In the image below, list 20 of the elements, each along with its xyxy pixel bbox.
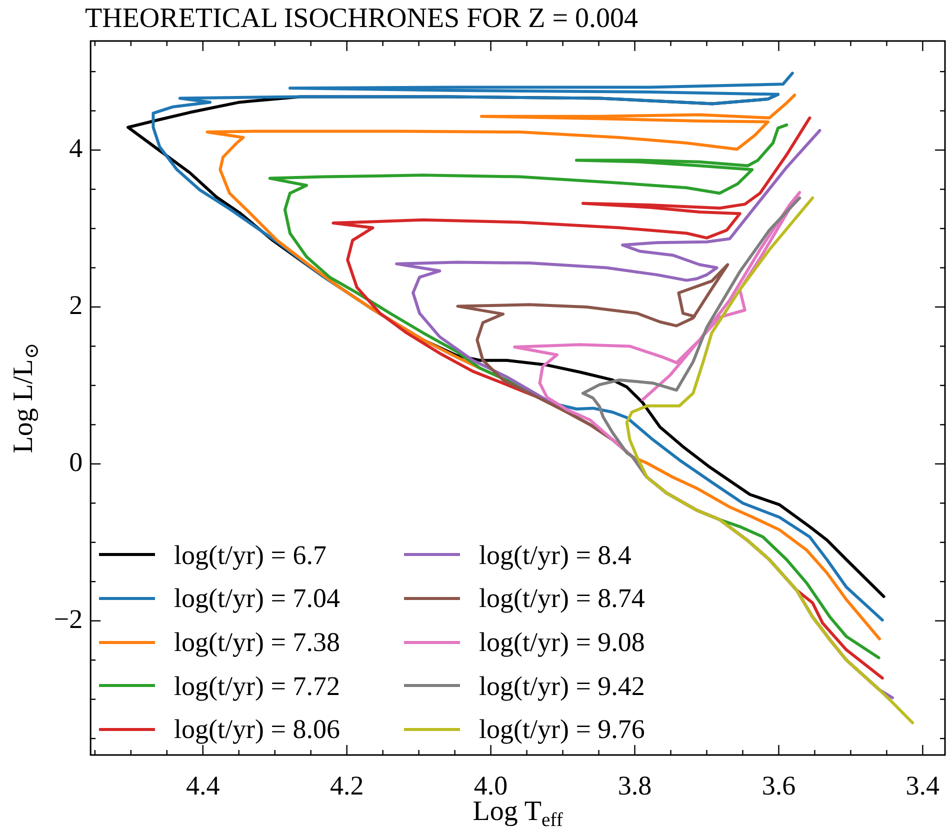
x-tick-label: 3.8 — [618, 770, 652, 800]
y-tick-label: 2 — [69, 290, 83, 320]
legend-label: log(t/yr) = 9.42 — [478, 670, 645, 702]
y-tick-label: −2 — [54, 604, 83, 634]
x-tick-label: 3.4 — [906, 770, 940, 800]
y-tick-label: 0 — [69, 447, 83, 477]
legend-label: log(t/yr) = 6.7 — [174, 538, 326, 571]
legend-label: log(t/yr) = 7.04 — [174, 582, 340, 614]
chart-title: THEORETICAL ISOCHRONES FOR Z = 0.004 — [85, 3, 638, 35]
y-tick-label: 4 — [69, 133, 84, 164]
x-tick-label: 4.2 — [330, 770, 364, 800]
legend-label: log(t/yr) = 8.74 — [478, 582, 645, 614]
x-tick-label: 3.6 — [762, 770, 796, 800]
legend-label: log(t/yr) = 9.08 — [478, 626, 645, 658]
legend-label: log(t/yr) = 7.72 — [174, 670, 340, 702]
legend-label: log(t/yr) = 7.38 — [174, 626, 340, 658]
legend-label: log(t/yr) = 9.76 — [478, 713, 645, 746]
legend-label: log(t/yr) = 8.06 — [174, 713, 340, 746]
legend-label: log(t/yr) = 8.4 — [478, 538, 632, 571]
x-tick-label: 4.4 — [186, 770, 220, 800]
